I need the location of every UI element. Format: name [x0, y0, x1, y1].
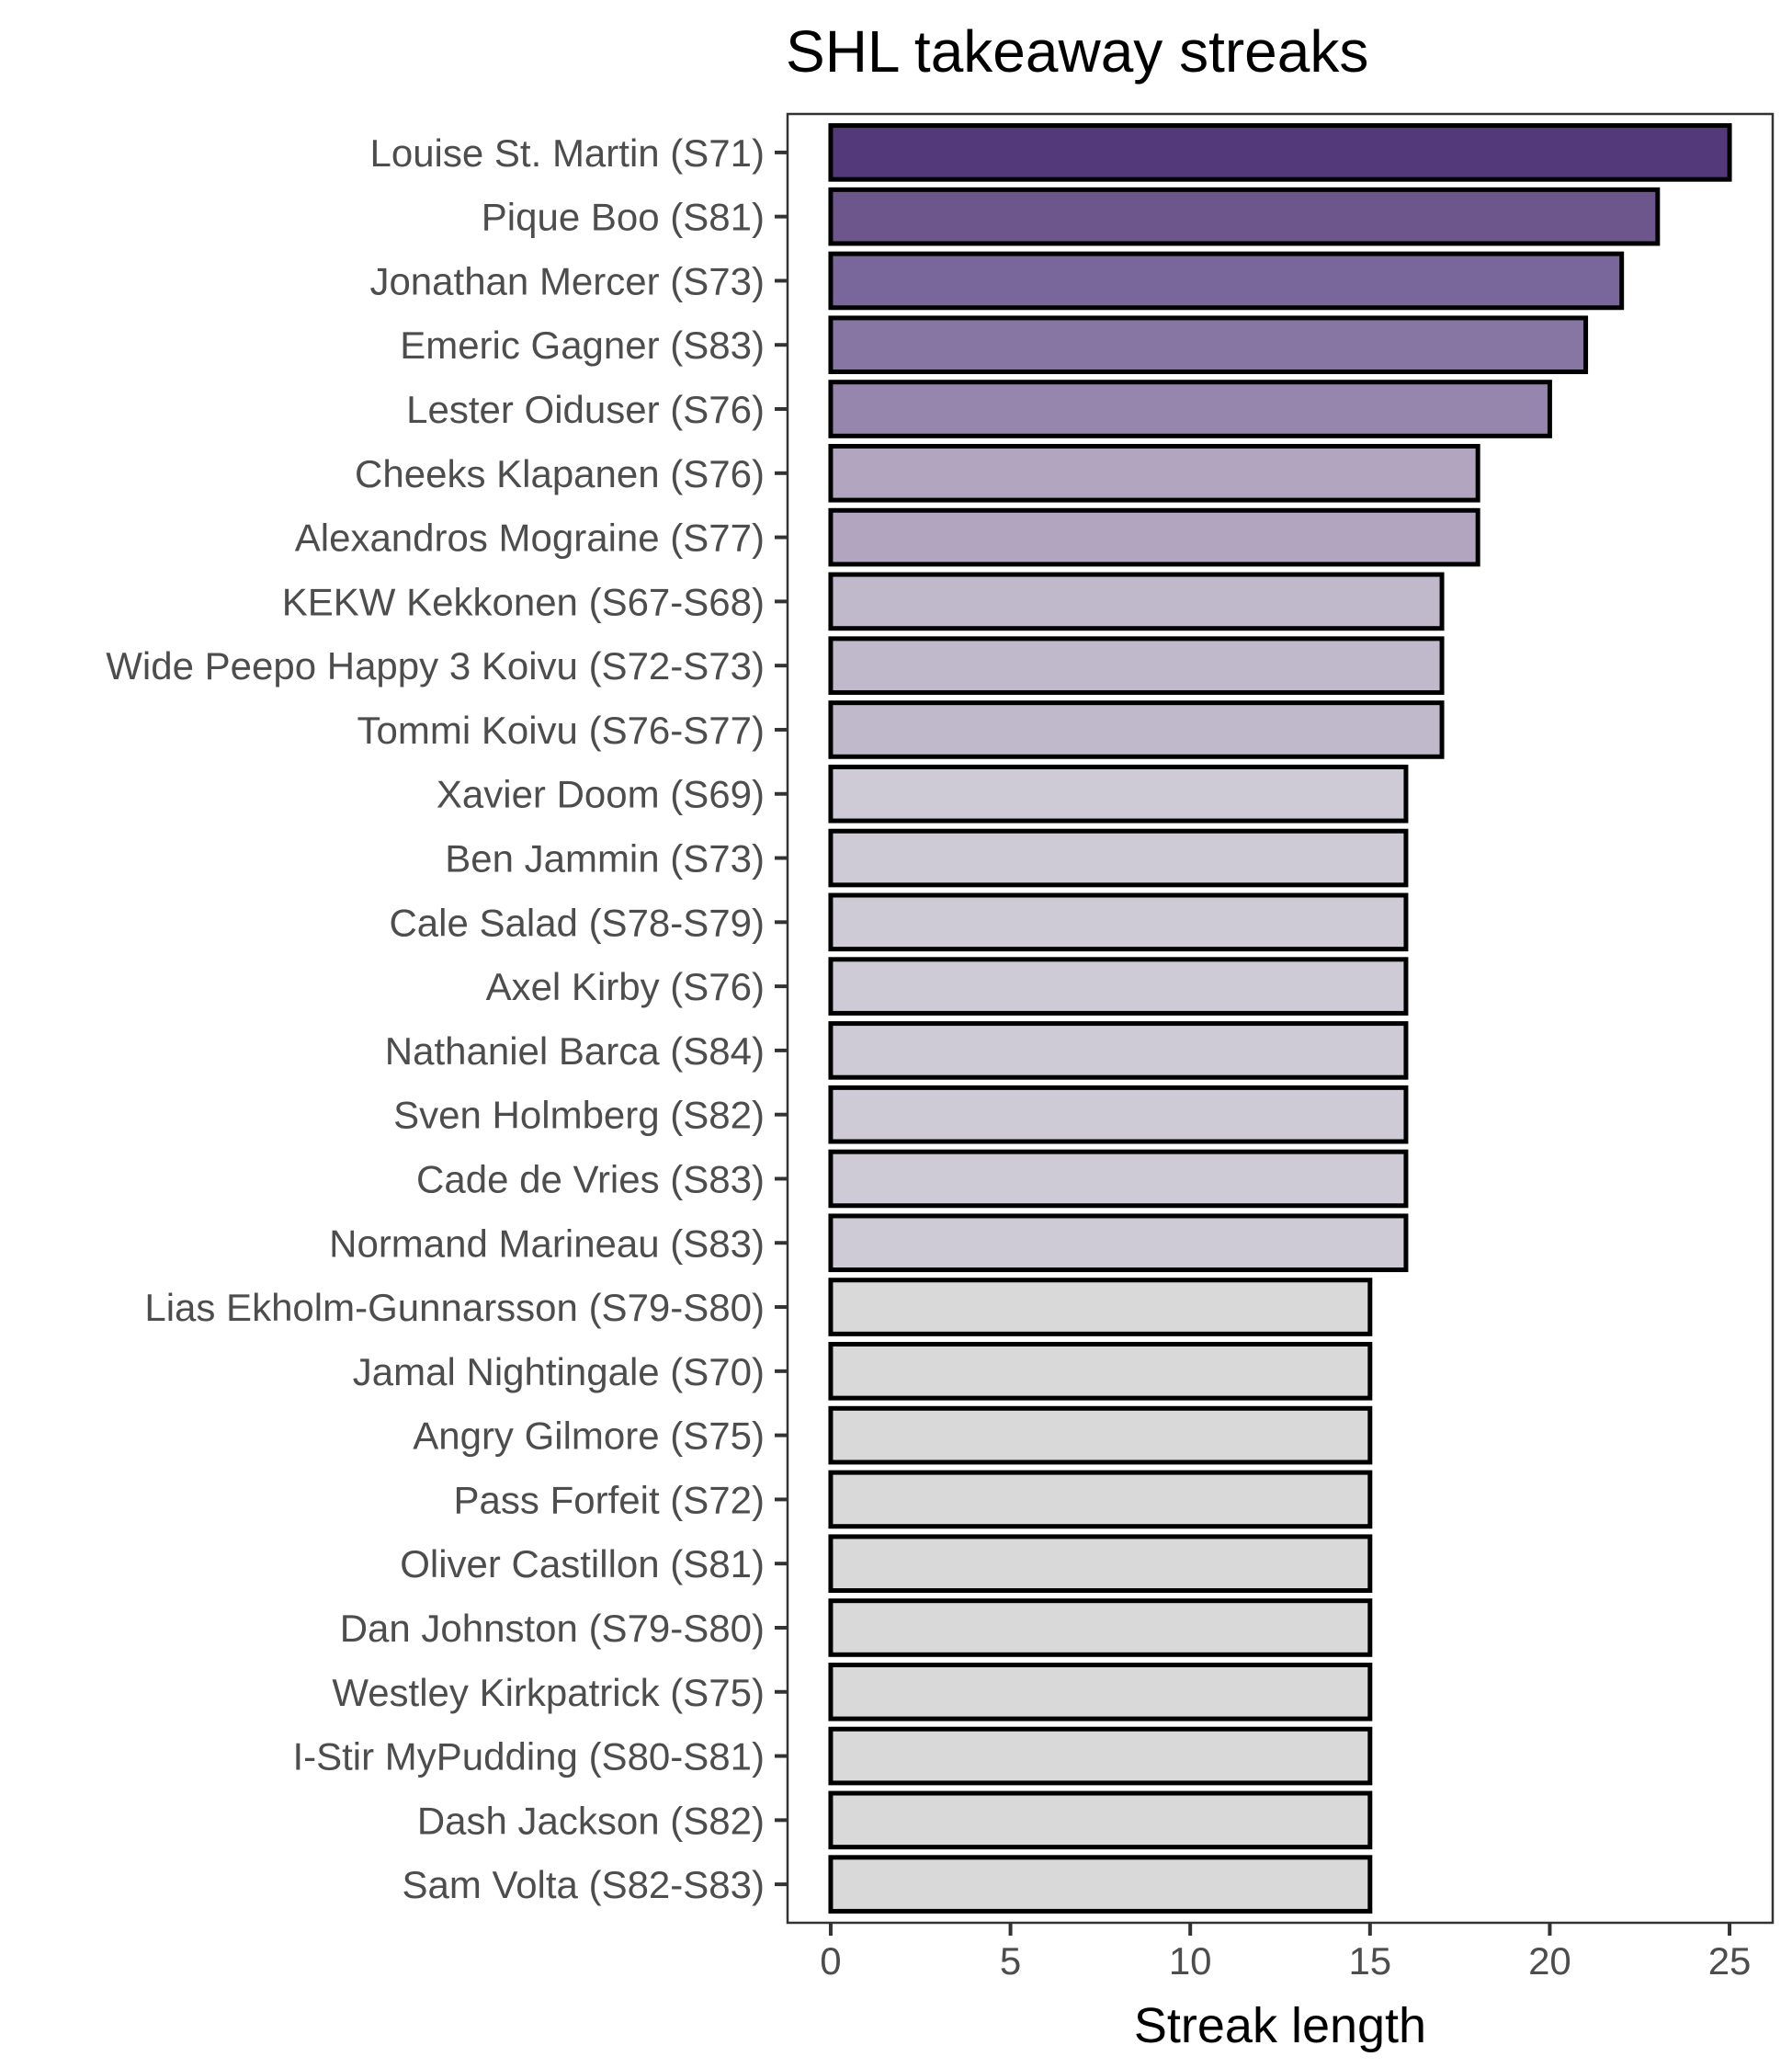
y-tick-label: Cale Salad (S78-S79)	[389, 901, 765, 944]
y-tick-label: Axel Kirby (S76)	[486, 965, 765, 1008]
bar	[828, 1790, 1373, 1850]
bars-group	[828, 123, 1732, 1914]
y-tick-label: Alexandros Mograine (S77)	[295, 517, 765, 560]
y-tick-label: Jamal Nightingale (S70)	[353, 1350, 765, 1393]
y-tick-label: Pique Boo (S81)	[482, 196, 765, 239]
bar	[828, 1534, 1373, 1594]
bar	[828, 1598, 1373, 1657]
x-tick-label: 25	[1708, 1939, 1752, 1983]
y-tick-label: Cade de Vries (S83)	[416, 1157, 765, 1200]
bar	[828, 828, 1409, 888]
bar	[828, 251, 1625, 311]
bar	[828, 1278, 1373, 1336]
y-tick-label: Louise St. Martin (S71)	[369, 131, 765, 175]
bar	[828, 507, 1480, 567]
bar	[828, 892, 1409, 952]
bar	[828, 572, 1445, 631]
category-labels: Louise St. Martin (S71) Pique Boo (S81) Jo…	[106, 131, 788, 1906]
x-tick-label: 10	[1169, 1939, 1212, 1983]
bar	[828, 123, 1732, 182]
y-tick-label: Ben Jammin (S73)	[445, 837, 765, 881]
x-tick-label: 15	[1348, 1939, 1391, 1983]
y-tick-label: Tommi Koivu (S76-S77)	[357, 709, 765, 752]
y-tick-label: Lester Oiduser (S76)	[406, 388, 765, 431]
bar	[828, 1726, 1373, 1786]
chart-title: SHL takeaway streaks	[786, 18, 1368, 85]
y-tick-label: Normand Marineau (S83)	[329, 1221, 765, 1265]
y-tick-label: Lias Ekholm-Gunnarsson (S79-S80)	[144, 1286, 765, 1329]
bar	[828, 380, 1552, 438]
y-tick-label: Dan Johnston (S79-S80)	[340, 1607, 765, 1650]
x-axis: 0 5 10 15 20 25	[820, 1923, 1751, 1983]
bar	[828, 1470, 1373, 1529]
x-axis-title: Streak length	[1134, 1998, 1426, 2053]
bar	[828, 957, 1409, 1016]
bar	[828, 1085, 1409, 1144]
y-tick-label: Emeric Gagner (S83)	[400, 324, 765, 367]
bar	[828, 1342, 1373, 1401]
y-tick-label: Wide Peepo Happy 3 Koivu (S72-S73)	[106, 644, 765, 687]
bar	[828, 636, 1445, 695]
y-tick-label: Sam Volta (S82-S83)	[402, 1863, 765, 1906]
bar	[828, 1855, 1373, 1914]
bar	[828, 187, 1661, 246]
bar	[828, 1213, 1409, 1273]
y-tick-label: Jonathan Mercer (S73)	[369, 259, 765, 302]
bar	[828, 764, 1409, 824]
bar	[828, 700, 1445, 759]
plot-panel-border	[786, 112, 1775, 1925]
y-tick-label: Westley Kirkpatrick (S75)	[332, 1671, 765, 1714]
y-tick-label: Dash Jackson (S82)	[417, 1799, 765, 1842]
y-tick-label: Oliver Castillon (S81)	[400, 1542, 765, 1585]
bar	[828, 315, 1589, 375]
bar	[828, 1021, 1409, 1080]
x-tick-label: 0	[820, 1939, 841, 1983]
bar	[828, 443, 1480, 503]
y-tick-label: Cheeks Klapanen (S76)	[355, 452, 765, 495]
bar	[828, 1149, 1409, 1209]
bar	[828, 1662, 1373, 1721]
y-tick-label: Nathaniel Barca (S84)	[385, 1029, 765, 1073]
y-tick-label: I-Stir MyPudding (S80-S81)	[292, 1735, 765, 1778]
y-tick-label: Sven Holmberg (S82)	[393, 1094, 765, 1137]
y-tick-label: KEKW Kekkonen (S67-S68)	[282, 580, 765, 623]
x-tick-label: 20	[1528, 1939, 1571, 1983]
y-tick-label: Angry Gilmore (S75)	[413, 1415, 765, 1458]
y-tick-label: Xavier Doom (S69)	[437, 773, 765, 816]
y-tick-label: Pass Forfeit (S72)	[454, 1478, 765, 1521]
x-tick-label: 5	[1000, 1939, 1021, 1983]
bar	[828, 1405, 1373, 1465]
